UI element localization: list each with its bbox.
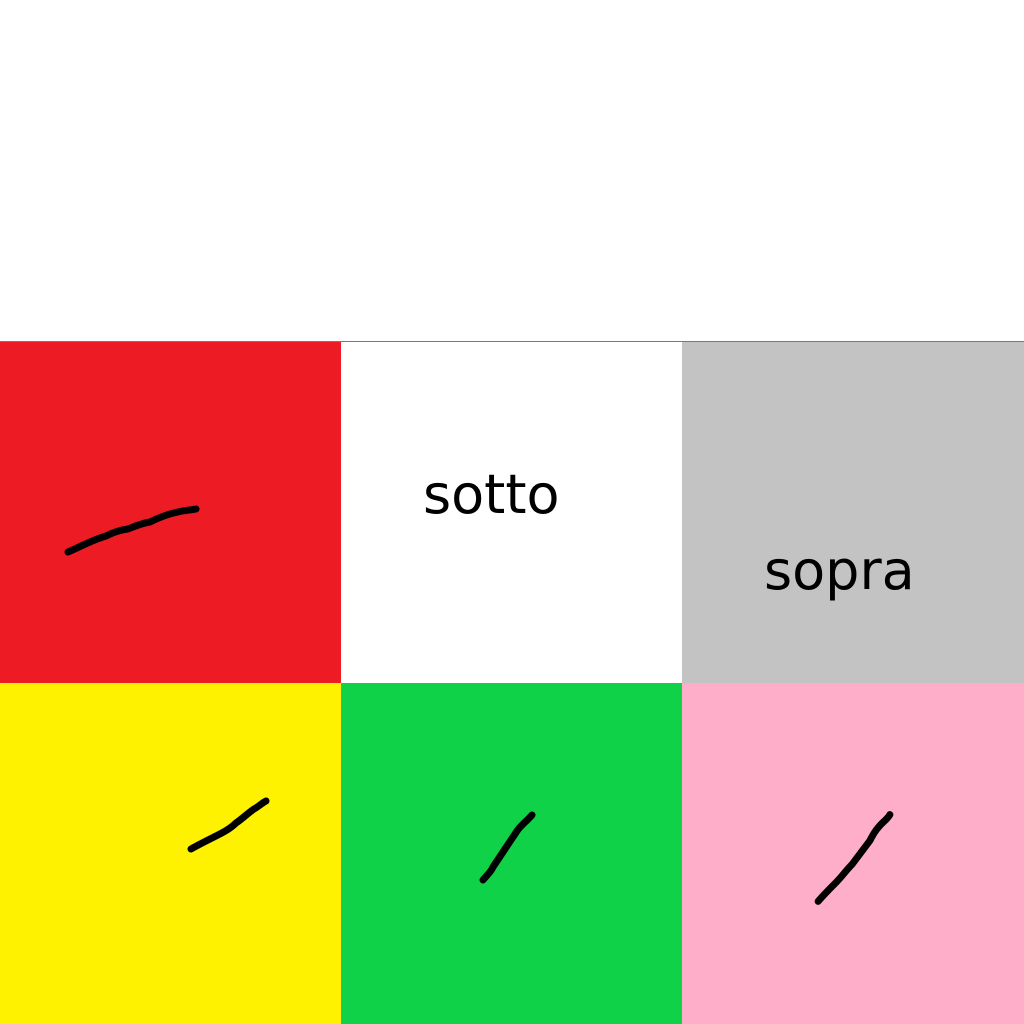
cell-pink	[682, 683, 1024, 1024]
cell-yellow	[0, 683, 341, 1024]
pen-stroke-red	[64, 505, 200, 556]
grid-top-border	[0, 341, 1024, 342]
label-sopra: sopra	[764, 539, 915, 602]
pen-stroke-yellow	[187, 797, 270, 853]
cell-white: sotto	[341, 342, 682, 683]
label-sotto: sotto	[423, 463, 560, 526]
pen-stroke-pink	[814, 811, 894, 905]
cell-gray: sopra	[682, 342, 1024, 683]
cell-green	[341, 683, 682, 1024]
cell-red	[0, 342, 341, 683]
pen-stroke-green	[479, 811, 536, 884]
